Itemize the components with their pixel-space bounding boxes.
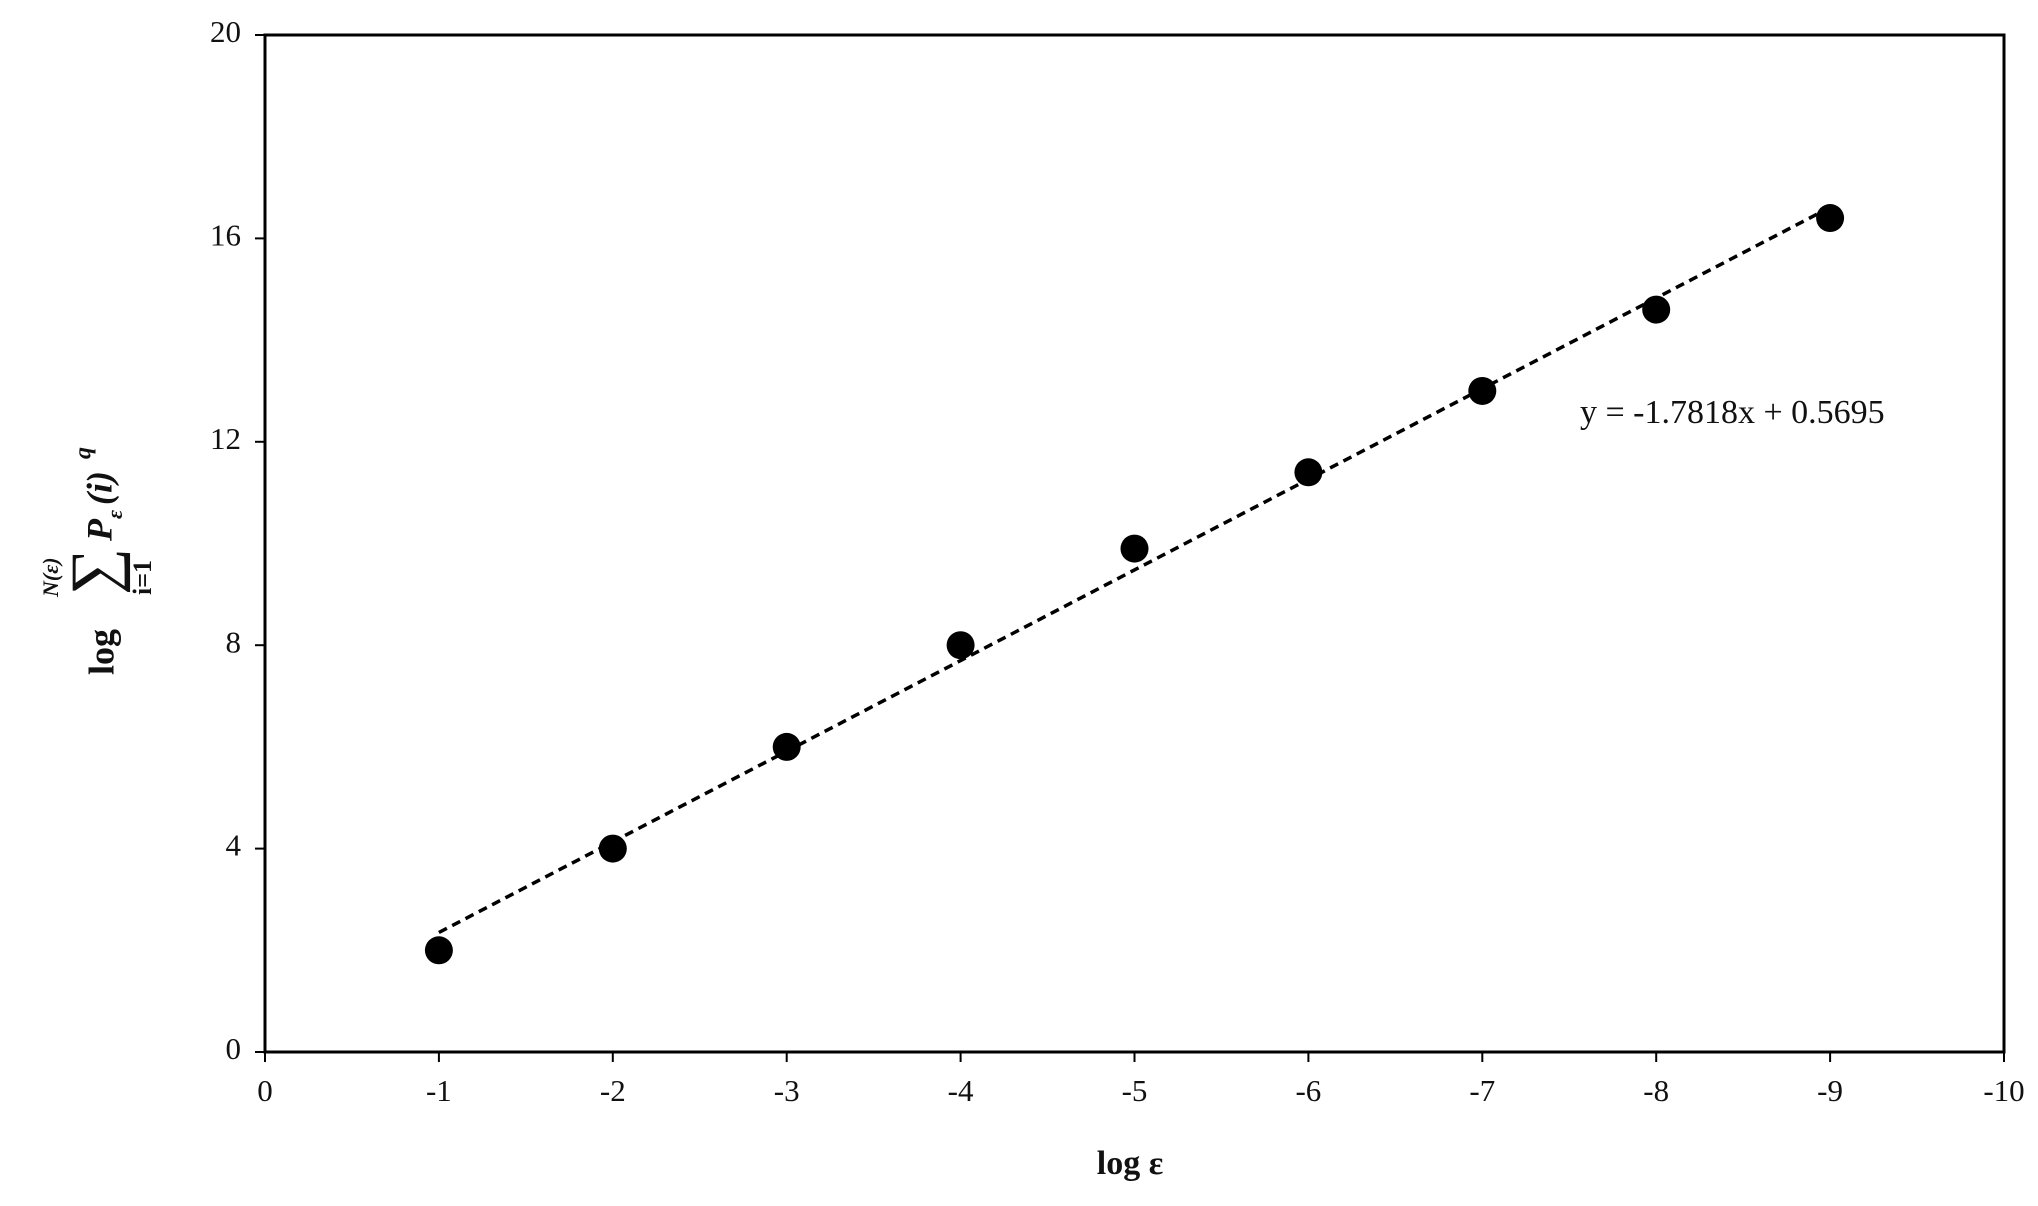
y-label-upper: N(ε) [38, 557, 63, 598]
x-tick-label: -8 [1643, 1073, 1669, 1108]
data-point [1642, 295, 1671, 324]
data-point [1816, 204, 1845, 233]
y-tick-label: 20 [210, 14, 241, 49]
data-point [598, 834, 627, 863]
x-tick-label: -10 [1983, 1073, 2024, 1108]
trendline-equation: y = -1.7818x + 0.5695 [1580, 394, 1885, 431]
y-label-sub: ε [102, 510, 127, 519]
x-axis-label: log ε [1097, 1145, 1163, 1182]
y-tick-label: 0 [226, 1031, 242, 1066]
data-point [1294, 458, 1323, 487]
y-label-lower: i=1 [128, 560, 157, 595]
x-tick-label: -1 [426, 1073, 452, 1108]
y-label-i: (i) [79, 471, 119, 505]
x-tick-label: 0 [257, 1073, 273, 1108]
x-tick-label: -9 [1817, 1073, 1843, 1108]
y-label-p: P [79, 518, 119, 542]
trendline [438, 205, 1831, 935]
y-tick-label: 4 [226, 828, 242, 863]
data-point [424, 936, 453, 965]
x-tick-label: -4 [948, 1073, 974, 1108]
data-point [772, 732, 801, 761]
x-tick-label: -7 [1469, 1073, 1495, 1108]
y-axis-label: log ∑ N(ε) i=1 P ε (i) q [38, 447, 157, 675]
y-label-sum: ∑ [58, 548, 131, 595]
x-tick-label: -2 [600, 1073, 626, 1108]
x-tick-label: -3 [774, 1073, 800, 1108]
y-label-sup: q [71, 447, 97, 459]
y-tick-label: 12 [210, 421, 241, 456]
data-point [1120, 534, 1149, 563]
y-tick-label: 16 [210, 218, 241, 253]
data-point [946, 631, 975, 660]
data-point [1468, 376, 1497, 405]
y-tick-label: 8 [226, 624, 242, 659]
y-label-log: log [81, 629, 121, 675]
x-tick-label: -5 [1122, 1073, 1148, 1108]
x-tick-label: -6 [1295, 1073, 1321, 1108]
